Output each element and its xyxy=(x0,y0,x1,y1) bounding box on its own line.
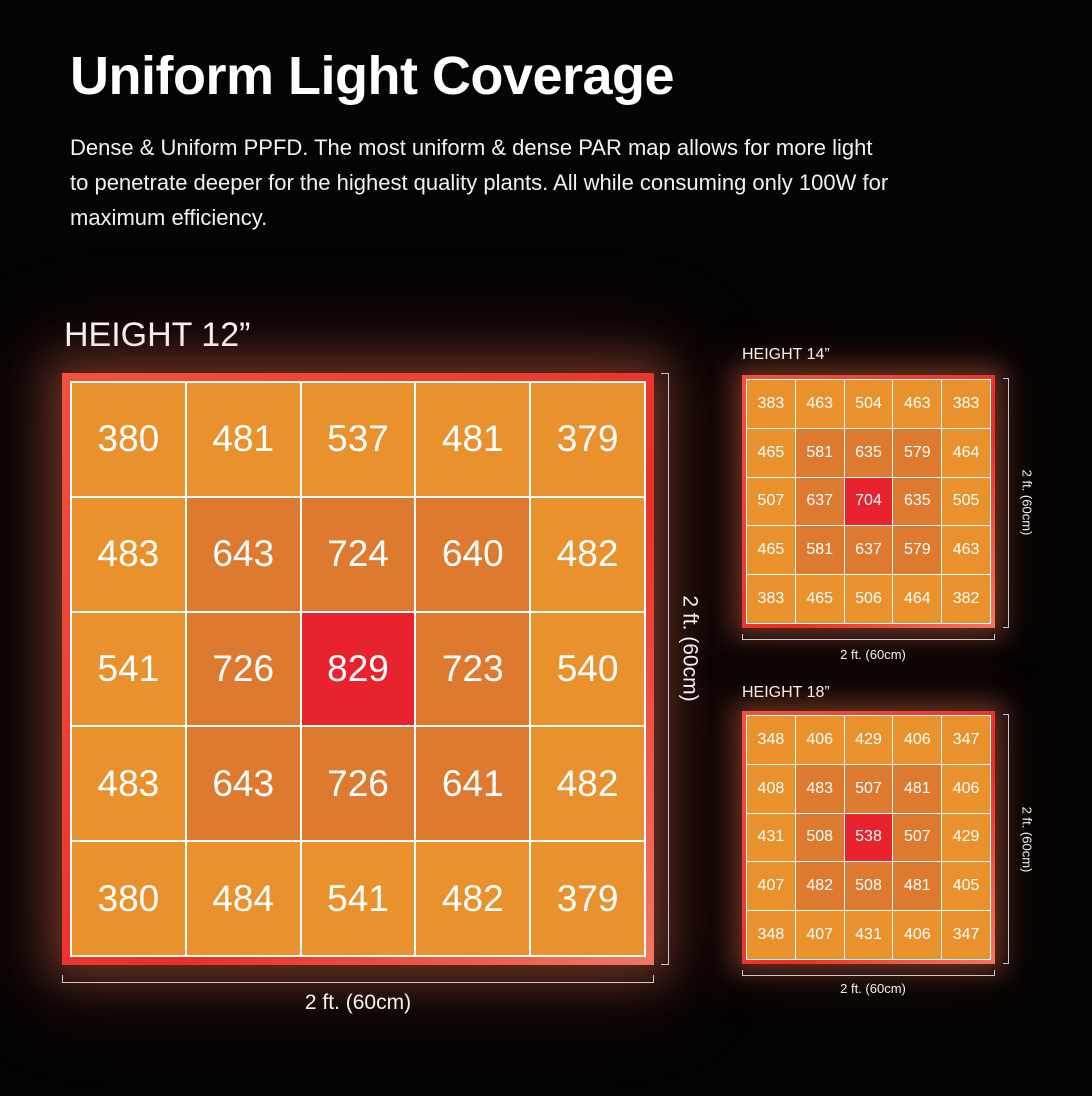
heatmap-cell: 380 xyxy=(72,842,185,955)
heatmap-cell: 726 xyxy=(186,612,300,726)
heatmap-cell: 383 xyxy=(942,380,990,428)
heatmap-cell: 635 xyxy=(893,477,942,526)
heatmap-12-frame: 380 481 537 481 379 483 643 724 640 482 541 726 829 7… xyxy=(62,373,654,965)
heatmap-cell: 637 xyxy=(795,477,844,526)
heatmap-cell: 429 xyxy=(844,716,893,764)
heatmap-cell: 348 xyxy=(747,716,795,764)
heatmap-cell: 383 xyxy=(747,380,795,428)
heatmap-cell: 504 xyxy=(844,380,893,428)
heatmap-12-depth-label: 2 ft. (60cm) xyxy=(678,595,702,702)
heatmap-cell: 635 xyxy=(844,428,893,477)
page-title: Uniform Light Coverage xyxy=(70,46,675,106)
heatmap-cell: 724 xyxy=(301,497,415,611)
heatmap-cell: 507 xyxy=(893,813,942,862)
heatmap-cell: 347 xyxy=(942,911,990,959)
heatmap-cell: 829 xyxy=(301,612,415,726)
heatmap-cell: 581 xyxy=(795,526,844,575)
heatmap-cell: 464 xyxy=(942,428,990,477)
heatmap-cell: 643 xyxy=(186,497,300,611)
heatmap-cell: 484 xyxy=(186,842,300,955)
heatmap-cell: 431 xyxy=(844,911,893,959)
heatmap-cell: 405 xyxy=(942,862,990,911)
heatmap-cell: 541 xyxy=(301,842,415,955)
heatmap-cell: 482 xyxy=(416,842,530,955)
heatmap-cell: 641 xyxy=(416,727,530,841)
heatmap-14-depth-label: 2 ft. (60cm) xyxy=(1019,469,1035,536)
heatmap-cell: 482 xyxy=(531,727,644,841)
heatmap-cell: 406 xyxy=(795,716,844,764)
heatmap-cell: 429 xyxy=(942,813,990,862)
heatmap-cell: 463 xyxy=(893,380,942,428)
heatmap-14-title: HEIGHT 14” xyxy=(742,346,830,363)
heatmap-18-width-bracket xyxy=(742,970,995,976)
heatmap-cell: 464 xyxy=(893,575,942,623)
heatmap-cell: 465 xyxy=(747,526,795,575)
heatmap-18-width-label: 2 ft. (60cm) xyxy=(840,981,906,996)
heatmap-cell: 540 xyxy=(531,612,644,726)
heatmap-18-frame: 348 406 429 406 347 408 483 507 481 406 431 508 538 5… xyxy=(742,711,995,964)
heatmap-cell: 406 xyxy=(893,911,942,959)
heatmap-12-title: HEIGHT 12” xyxy=(64,316,251,354)
heatmap-cell: 483 xyxy=(795,764,844,813)
heatmap-cell: 507 xyxy=(844,764,893,813)
heatmap-14-grid: 383 463 504 463 383 465 581 635 579 464 507 637 704 6… xyxy=(746,379,991,624)
heatmap-cell: 506 xyxy=(844,575,893,623)
heatmap-18-title: HEIGHT 18” xyxy=(742,684,830,701)
heatmap-cell: 379 xyxy=(531,842,644,955)
heatmap-cell: 643 xyxy=(186,727,300,841)
heatmap-cell: 407 xyxy=(747,862,795,911)
heatmap-cell: 379 xyxy=(531,383,644,496)
heatmap-12-grid: 380 481 537 481 379 483 643 724 640 482 541 726 829 7… xyxy=(70,381,646,957)
heatmap-cell: 483 xyxy=(72,727,185,841)
heatmap-cell: 579 xyxy=(893,428,942,477)
heatmap-18-grid: 348 406 429 406 347 408 483 507 481 406 431 508 538 5… xyxy=(746,715,991,960)
heatmap-cell: 538 xyxy=(844,813,893,862)
heatmap-cell: 481 xyxy=(893,764,942,813)
heatmap-12-width-label: 2 ft. (60cm) xyxy=(304,991,412,1014)
heatmap-cell: 406 xyxy=(893,716,942,764)
heatmap-cell: 481 xyxy=(186,383,300,496)
heatmap-cell: 581 xyxy=(795,428,844,477)
heatmap-cell: 723 xyxy=(416,612,530,726)
heatmap-cell: 382 xyxy=(942,575,990,623)
heatmap-18-depth-label: 2 ft. (60cm) xyxy=(1019,806,1035,873)
heatmap-cell: 431 xyxy=(747,813,795,862)
heatmap-cell: 704 xyxy=(844,477,893,526)
heatmap-cell: 348 xyxy=(747,911,795,959)
heatmap-cell: 579 xyxy=(893,526,942,575)
heatmap-cell: 465 xyxy=(747,428,795,477)
page-description: Dense & Uniform PPFD. The most uniform &… xyxy=(70,135,889,231)
heatmap-cell: 481 xyxy=(893,862,942,911)
heatmap-cell: 408 xyxy=(747,764,795,813)
heatmap-cell: 347 xyxy=(942,716,990,764)
heatmap-18-depth-bracket xyxy=(1003,714,1009,964)
heatmap-cell: 726 xyxy=(301,727,415,841)
heatmap-14-frame: 383 463 504 463 383 465 581 635 579 464 507 637 704 6… xyxy=(742,375,995,628)
heatmap-cell: 508 xyxy=(795,813,844,862)
heatmap-cell: 465 xyxy=(795,575,844,623)
heatmap-cell: 541 xyxy=(72,612,185,726)
heatmap-cell: 637 xyxy=(844,526,893,575)
heatmap-12-depth-bracket xyxy=(661,373,669,965)
heatmap-cell: 407 xyxy=(795,911,844,959)
heatmap-14-width-label: 2 ft. (60cm) xyxy=(840,647,906,662)
heatmap-12-width-bracket xyxy=(62,975,654,983)
heatmap-cell: 640 xyxy=(416,497,530,611)
heatmap-cell: 406 xyxy=(942,764,990,813)
heatmap-cell: 463 xyxy=(942,526,990,575)
heatmap-cell: 482 xyxy=(531,497,644,611)
heatmap-cell: 537 xyxy=(301,383,415,496)
heatmap-cell: 507 xyxy=(747,477,795,526)
heatmap-cell: 481 xyxy=(416,383,530,496)
heatmap-cell: 483 xyxy=(72,497,185,611)
heatmap-cell: 482 xyxy=(795,862,844,911)
heatmap-cell: 383 xyxy=(747,575,795,623)
heatmap-cell: 380 xyxy=(72,383,185,496)
heatmap-14-width-bracket xyxy=(742,634,995,640)
heatmap-cell: 463 xyxy=(795,380,844,428)
heatmap-cell: 508 xyxy=(844,862,893,911)
heatmap-cell: 505 xyxy=(942,477,990,526)
heatmap-14-depth-bracket xyxy=(1003,378,1009,628)
